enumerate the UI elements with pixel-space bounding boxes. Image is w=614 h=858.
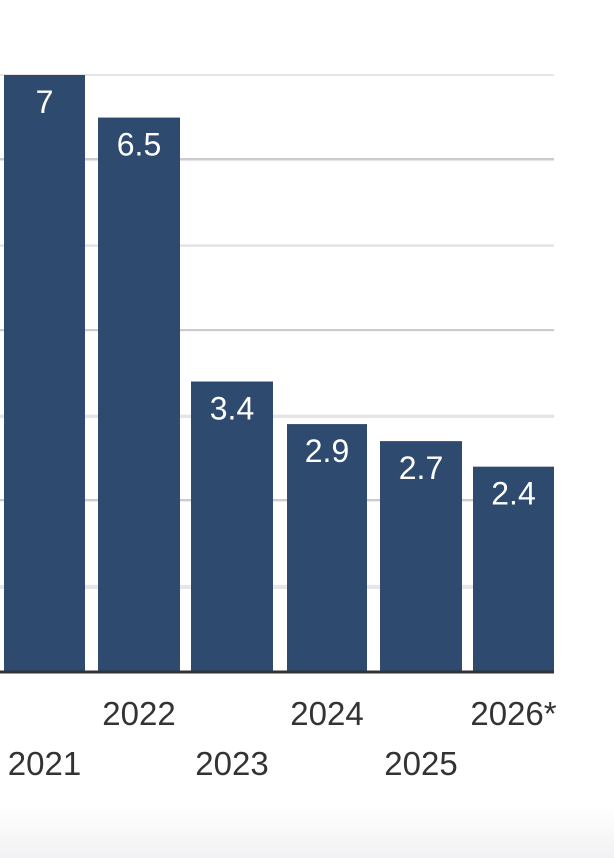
bar-2022	[98, 117, 180, 672]
bar-2024	[287, 424, 367, 671]
bar-2026	[473, 466, 554, 671]
bottom-shade	[0, 805, 614, 858]
data-label: 2.7	[399, 450, 443, 486]
data-label: 7	[36, 84, 54, 120]
data-label: 2.4	[491, 476, 535, 512]
bar-2023	[191, 381, 273, 671]
x-tick-label: 2021	[8, 745, 81, 782]
data-label: 6.5	[117, 127, 161, 163]
bar-2025	[380, 441, 462, 671]
x-tick-label: 2023	[195, 745, 268, 782]
data-label: 3.4	[210, 391, 254, 427]
x-tick-labels: 2021 2022 2023 2024 2025 2026*	[8, 695, 557, 782]
x-tick-label: 2024	[290, 695, 363, 732]
x-tick-label: 2025	[384, 745, 457, 782]
data-label: 2.9	[305, 433, 349, 469]
x-tick-label: 2022	[102, 695, 175, 732]
x-tick-label: 2026*	[470, 695, 556, 732]
bars: 7 6.5 3.4 2.9 2.7 2.4	[4, 75, 554, 672]
bar-2021	[4, 75, 85, 671]
